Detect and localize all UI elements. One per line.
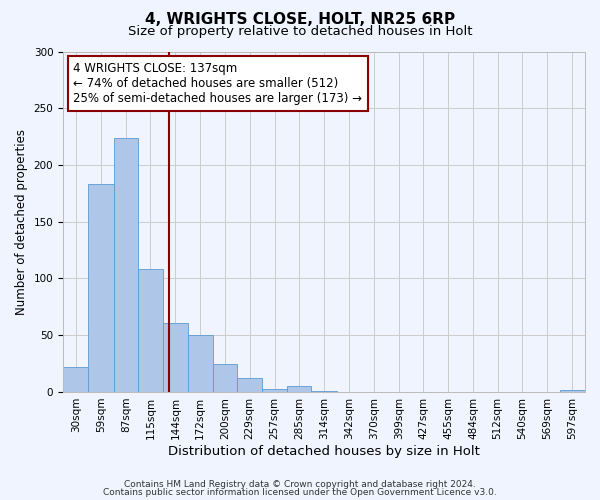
Bar — [138, 270, 163, 392]
Bar — [311, 391, 337, 392]
Bar — [188, 335, 212, 392]
Bar — [287, 386, 311, 392]
X-axis label: Distribution of detached houses by size in Holt: Distribution of detached houses by size … — [168, 444, 480, 458]
Bar — [212, 364, 237, 392]
Bar — [114, 138, 138, 392]
Bar — [163, 322, 188, 392]
Bar — [63, 367, 88, 392]
Bar — [88, 184, 114, 392]
Text: 4, WRIGHTS CLOSE, HOLT, NR25 6RP: 4, WRIGHTS CLOSE, HOLT, NR25 6RP — [145, 12, 455, 28]
Text: Contains HM Land Registry data © Crown copyright and database right 2024.: Contains HM Land Registry data © Crown c… — [124, 480, 476, 489]
Bar — [237, 378, 262, 392]
Bar — [262, 388, 287, 392]
Text: Contains public sector information licensed under the Open Government Licence v3: Contains public sector information licen… — [103, 488, 497, 497]
Text: 4 WRIGHTS CLOSE: 137sqm
← 74% of detached houses are smaller (512)
25% of semi-d: 4 WRIGHTS CLOSE: 137sqm ← 74% of detache… — [73, 62, 362, 104]
Y-axis label: Number of detached properties: Number of detached properties — [15, 128, 28, 314]
Bar — [560, 390, 585, 392]
Text: Size of property relative to detached houses in Holt: Size of property relative to detached ho… — [128, 25, 472, 38]
